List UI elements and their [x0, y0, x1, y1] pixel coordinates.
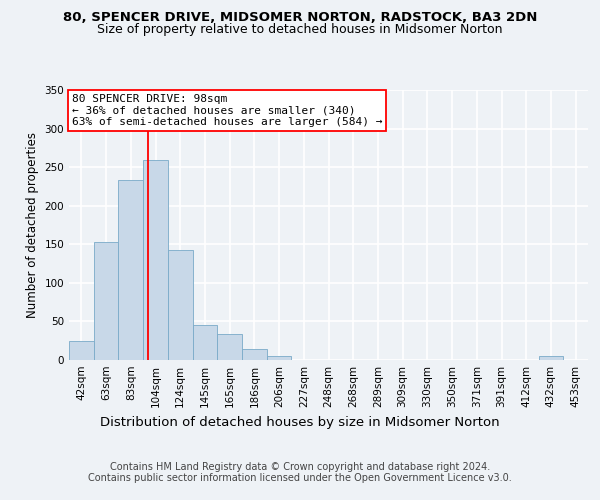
Bar	[168, 250, 193, 360]
Bar	[69, 340, 94, 360]
Bar	[217, 334, 242, 360]
Bar	[242, 349, 267, 360]
Text: 80 SPENCER DRIVE: 98sqm
← 36% of detached houses are smaller (340)
63% of semi-d: 80 SPENCER DRIVE: 98sqm ← 36% of detache…	[71, 94, 382, 127]
Y-axis label: Number of detached properties: Number of detached properties	[26, 132, 39, 318]
Bar	[143, 160, 168, 360]
Bar	[94, 242, 118, 360]
Bar	[193, 324, 217, 360]
Text: Distribution of detached houses by size in Midsomer Norton: Distribution of detached houses by size …	[100, 416, 500, 429]
Bar	[118, 180, 143, 360]
Bar	[267, 356, 292, 360]
Text: Contains HM Land Registry data © Crown copyright and database right 2024.
Contai: Contains HM Land Registry data © Crown c…	[88, 462, 512, 483]
Text: 80, SPENCER DRIVE, MIDSOMER NORTON, RADSTOCK, BA3 2DN: 80, SPENCER DRIVE, MIDSOMER NORTON, RADS…	[63, 11, 537, 24]
Bar	[539, 356, 563, 360]
Text: Size of property relative to detached houses in Midsomer Norton: Size of property relative to detached ho…	[97, 24, 503, 36]
